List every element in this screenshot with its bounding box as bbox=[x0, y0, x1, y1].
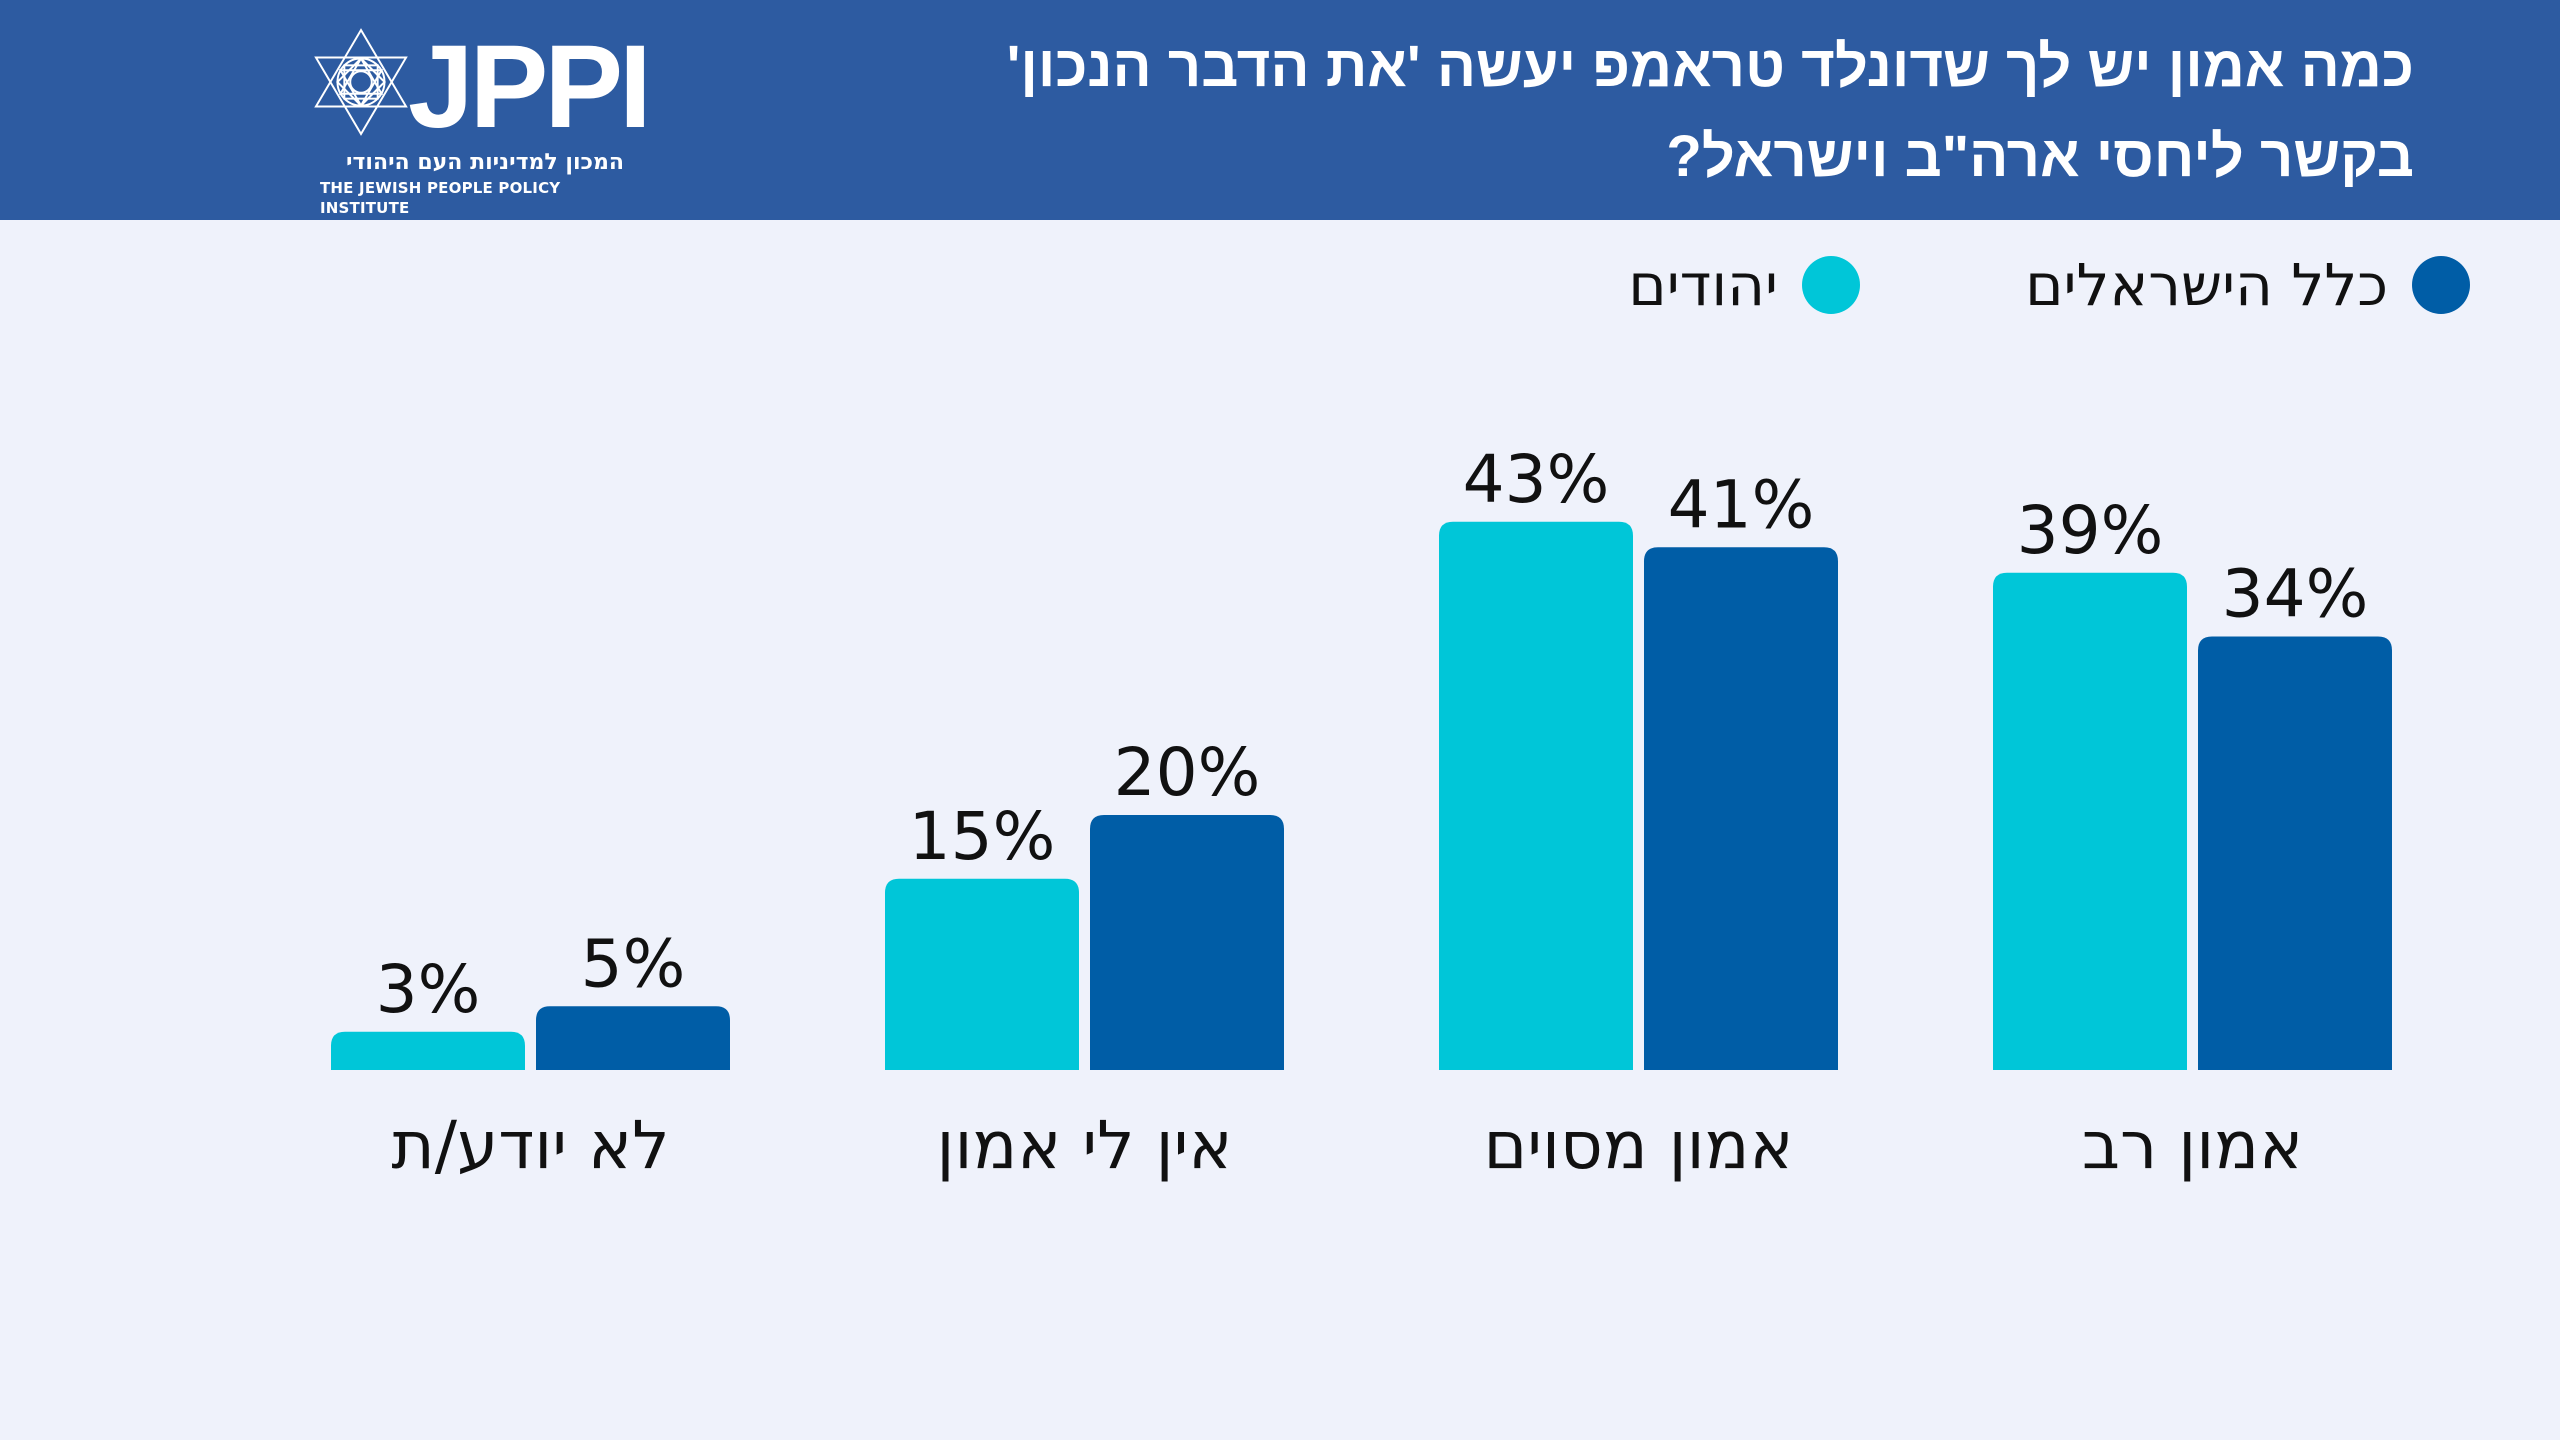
legend-item-jews: יהודים bbox=[1628, 250, 1860, 320]
logo-english-name: THE JEWISH PEOPLE POLICY INSTITUTE bbox=[320, 179, 561, 217]
bar-jews-3 bbox=[1993, 572, 2187, 1070]
bar-all-israelis-3 bbox=[2198, 636, 2392, 1070]
legend-label-jews: יהודים bbox=[1628, 251, 1778, 319]
chart-title: כמה אמון יש לך שדונלד טראמפ יעשה 'את הדב… bbox=[914, 22, 2414, 202]
chart-title-line-1: כמה אמון יש לך שדונלד טראמפ יעשה 'את הדב… bbox=[1006, 34, 2414, 99]
value-label-jews-0: 3% bbox=[376, 951, 481, 1028]
bar-jews-2 bbox=[1439, 521, 1633, 1070]
jppi-logo: JPPI המכון למדיניות העם היהודי THE JEWIS… bbox=[312, 28, 652, 217]
category-label-1: אין לי אמון bbox=[936, 1107, 1232, 1184]
value-label-all-israelis-3: 34% bbox=[2222, 556, 2369, 633]
value-label-jews-3: 39% bbox=[2017, 492, 2164, 569]
category-label-0: לא יודע/ת bbox=[391, 1107, 669, 1184]
star-of-david-icon bbox=[314, 28, 408, 136]
value-label-all-israelis-1: 20% bbox=[1114, 734, 1261, 811]
chart-title-line-2: בקשר ליחסי ארה"ב וישראל? bbox=[1666, 124, 2414, 189]
bar-all-israelis-2 bbox=[1644, 547, 1838, 1070]
value-label-all-israelis-2: 41% bbox=[1668, 466, 1815, 543]
legend-label-all-israelis: כלל הישראלים bbox=[2025, 251, 2388, 319]
logo-wordmark: JPPI bbox=[408, 21, 652, 153]
bar-jews-1 bbox=[885, 878, 1079, 1070]
value-label-jews-2: 43% bbox=[1463, 441, 1610, 518]
value-label-jews-1: 15% bbox=[909, 798, 1056, 875]
value-label-all-israelis-0: 5% bbox=[581, 925, 686, 1002]
bar-jews-0 bbox=[331, 1031, 525, 1070]
bar-all-israelis-1 bbox=[1090, 815, 1284, 1070]
legend-swatch-jews bbox=[1802, 256, 1860, 314]
category-label-3: אמון רב bbox=[2082, 1107, 2303, 1184]
logo-hebrew-name: המכון למדיניות העם היהודי bbox=[346, 150, 624, 175]
header-banner: JPPI המכון למדיניות העם היהודי THE JEWIS… bbox=[0, 0, 2560, 220]
category-label-2: אמון מסוים bbox=[1483, 1107, 1793, 1184]
legend-item-all-israelis: כלל הישראלים bbox=[2025, 250, 2470, 320]
legend-swatch-all-israelis bbox=[2412, 256, 2470, 314]
bar-all-israelis-0 bbox=[536, 1006, 730, 1070]
